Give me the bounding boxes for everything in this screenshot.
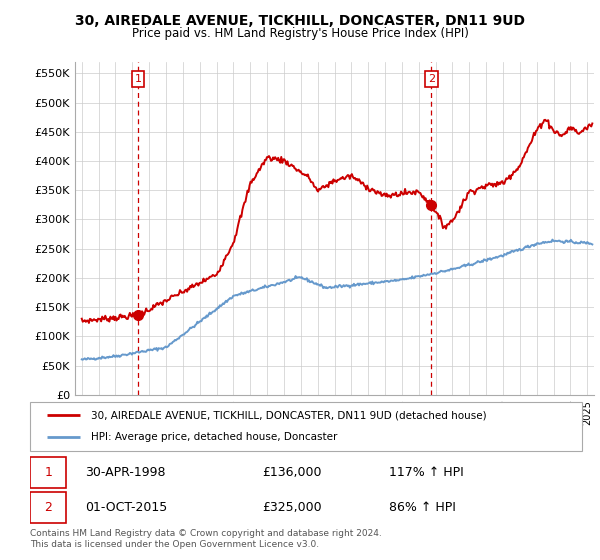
Text: 2: 2 <box>44 501 52 514</box>
Text: HPI: Average price, detached house, Doncaster: HPI: Average price, detached house, Donc… <box>91 432 337 442</box>
Text: 30, AIREDALE AVENUE, TICKHILL, DONCASTER, DN11 9UD (detached house): 30, AIREDALE AVENUE, TICKHILL, DONCASTER… <box>91 410 487 421</box>
Text: £325,000: £325,000 <box>262 501 322 514</box>
Text: £136,000: £136,000 <box>262 466 322 479</box>
FancyBboxPatch shape <box>30 492 66 523</box>
Text: 2: 2 <box>428 74 435 84</box>
Text: 01-OCT-2015: 01-OCT-2015 <box>85 501 167 514</box>
Text: Price paid vs. HM Land Registry's House Price Index (HPI): Price paid vs. HM Land Registry's House … <box>131 27 469 40</box>
Text: 30, AIREDALE AVENUE, TICKHILL, DONCASTER, DN11 9UD: 30, AIREDALE AVENUE, TICKHILL, DONCASTER… <box>75 14 525 28</box>
Text: 30-APR-1998: 30-APR-1998 <box>85 466 166 479</box>
FancyBboxPatch shape <box>30 402 582 451</box>
Text: 86% ↑ HPI: 86% ↑ HPI <box>389 501 455 514</box>
FancyBboxPatch shape <box>30 457 66 488</box>
Text: 1: 1 <box>134 74 142 84</box>
Text: 1: 1 <box>44 466 52 479</box>
Text: 117% ↑ HPI: 117% ↑ HPI <box>389 466 464 479</box>
Text: Contains HM Land Registry data © Crown copyright and database right 2024.
This d: Contains HM Land Registry data © Crown c… <box>30 529 382 549</box>
